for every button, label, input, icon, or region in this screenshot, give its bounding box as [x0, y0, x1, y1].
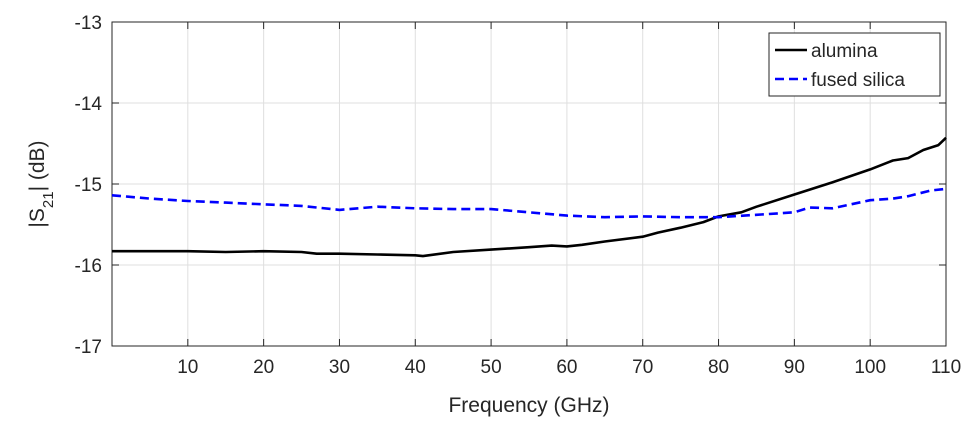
- x-tick-label: 20: [253, 357, 274, 378]
- y-tick-label: -13: [75, 13, 102, 34]
- x-tick-label: 10: [177, 357, 198, 378]
- y-axis-label: |S21| (dB): [26, 140, 57, 227]
- y-tick-label: -14: [75, 94, 103, 115]
- x-tick-label: 70: [632, 357, 653, 378]
- x-tick-label: 100: [854, 357, 886, 378]
- legend: alumina fused silica: [768, 32, 941, 97]
- x-tick-label: 40: [405, 357, 426, 378]
- series-lines: [111, 136, 947, 258]
- legend-label: alumina: [811, 41, 878, 62]
- y-tick-label: -15: [75, 175, 102, 196]
- legend-label: fused silica: [811, 70, 905, 91]
- y-axis-label-subscript: 21: [40, 191, 57, 208]
- x-tick-label: 50: [481, 357, 502, 378]
- y-tick-label: -16: [75, 256, 102, 277]
- x-tick-label: 80: [708, 357, 729, 378]
- y-axis-label-main: |S: [26, 208, 49, 227]
- y-tick-label: -17: [75, 337, 102, 358]
- axis-ticks: 10 20 30 40 50 60 70 80 90 100 110 -17 -16 -15 -14 -13: [75, 13, 962, 378]
- legend-box: [768, 32, 941, 97]
- x-tick-label: 90: [784, 357, 805, 378]
- x-tick-label: 110: [931, 357, 961, 378]
- x-axis-label: Frequency (GHz): [448, 394, 609, 417]
- x-tick-label: 60: [556, 357, 577, 378]
- y-axis-label-tail: | (dB): [26, 140, 49, 191]
- series-line-fused-silica: [111, 187, 947, 219]
- x-tick-label: 30: [329, 357, 350, 378]
- series-line-alumina: [112, 136, 947, 258]
